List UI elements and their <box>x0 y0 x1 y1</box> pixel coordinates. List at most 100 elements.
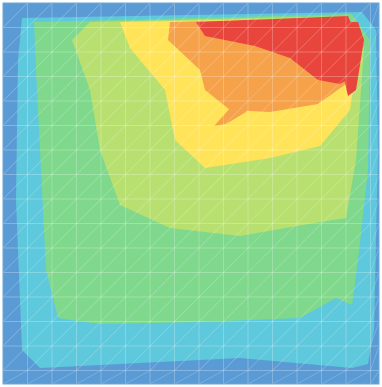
mesh-diagonal-66 <box>100 51 126 77</box>
mesh-diagonal-227 <box>345 76 371 102</box>
mesh-diagonal-250 <box>370 247 380 273</box>
mesh-diagonal-95 <box>125 370 151 385</box>
mesh-diagonal-1 <box>2 27 28 53</box>
mesh-diagonal-189 <box>272 321 298 347</box>
mesh-diagonal-180 <box>272 100 298 126</box>
mesh-diagonal-129 <box>198 27 224 53</box>
mesh-diagonal-102 <box>149 149 175 175</box>
mesh-diagonal-100 <box>149 100 175 126</box>
mesh-diagonal-11 <box>2 272 28 298</box>
mesh-diagonal-149 <box>223 125 249 151</box>
mesh-diagonal-230 <box>345 149 371 175</box>
mesh-diagonal-146 <box>223 51 249 77</box>
mesh-diagonal-18 <box>27 51 53 77</box>
mesh-diagonal-108 <box>149 296 175 322</box>
mesh-diagonal-130 <box>198 51 224 77</box>
mesh-diagonal-199 <box>296 174 322 200</box>
mesh-diagonal-82 <box>125 51 151 77</box>
mesh-diagonal-191 <box>272 370 298 385</box>
mesh-diagonal-4 <box>2 100 28 126</box>
mesh-diagonal-26 <box>27 247 53 273</box>
mesh-diagonal-10 <box>2 247 28 273</box>
mesh-diagonal-105 <box>149 223 175 249</box>
mesh-diagonal-61 <box>76 321 102 347</box>
mesh-diagonal-75 <box>100 272 126 298</box>
contour-fills <box>3 3 379 384</box>
mesh-diagonal-17 <box>27 27 53 53</box>
mesh-diagonal-20 <box>27 100 53 126</box>
mesh-diagonal-225 <box>345 27 371 53</box>
mesh-diagonal-138 <box>198 247 224 273</box>
mesh-diagonal-56 <box>76 198 102 224</box>
mesh-diagonal-76 <box>100 296 126 322</box>
mesh-diagonal-143 <box>198 370 224 385</box>
mesh-diagonal-182 <box>272 149 298 175</box>
mesh-diagonal-31 <box>27 370 53 385</box>
mesh-diagonal-81 <box>125 27 151 53</box>
mesh-diagonal-83 <box>125 76 151 102</box>
mesh-diagonal-173 <box>247 321 273 347</box>
mesh-diagonal-128 <box>198 2 224 28</box>
mesh-diagonal-103 <box>149 174 175 200</box>
mesh-diagonal-40 <box>51 198 77 224</box>
mesh-diagonal-186 <box>272 247 298 273</box>
mesh-diagonal-154 <box>223 247 249 273</box>
mesh-diagonal-0 <box>2 2 28 28</box>
mesh-diagonal-70 <box>100 149 126 175</box>
mesh-diagonal-248 <box>370 198 380 224</box>
mesh-diagonal-88 <box>125 198 151 224</box>
mesh-diagonal-216 <box>321 198 347 224</box>
mesh-diagonal-249 <box>370 223 380 249</box>
mesh-diagonal-69 <box>100 125 126 151</box>
mesh-diagonal-36 <box>51 100 77 126</box>
mesh-diagonal-58 <box>76 247 102 273</box>
mesh-diagonal-169 <box>247 223 273 249</box>
mesh-diagonal-89 <box>125 223 151 249</box>
mesh-diagonal-206 <box>296 345 322 371</box>
mesh-diagonal-27 <box>27 272 53 298</box>
mesh-diagonal-170 <box>247 247 273 273</box>
mesh-diagonal-47 <box>51 370 77 385</box>
mesh-diagonal-226 <box>345 51 371 77</box>
mesh-diagonal-246 <box>370 149 380 175</box>
mesh-diagonal-214 <box>321 149 347 175</box>
mesh-diagonal-48 <box>76 2 102 28</box>
mesh-diagonal-160 <box>247 2 273 28</box>
contour-level-5-island <box>214 102 250 126</box>
mesh-diagonal-19 <box>27 76 53 102</box>
mesh-diagonal-141 <box>198 321 224 347</box>
mesh-diagonal-185 <box>272 223 298 249</box>
mesh-diagonal-192 <box>296 2 322 28</box>
mesh-diagonal-84 <box>125 100 151 126</box>
mesh-diagonal-8 <box>2 198 28 224</box>
mesh-diagonal-39 <box>51 174 77 200</box>
contour-level-6-edge <box>340 22 364 96</box>
mesh-diagonal-204 <box>296 296 322 322</box>
mesh-diagonal-134 <box>198 149 224 175</box>
mesh-diagonal-236 <box>345 296 371 322</box>
mesh-diagonal-229 <box>345 125 371 151</box>
mesh-diagonal-9 <box>2 223 28 249</box>
mesh-diagonal-67 <box>100 76 126 102</box>
mesh-diagonal-65 <box>100 27 126 53</box>
mesh-diagonal-181 <box>272 125 298 151</box>
mesh-diagonal-73 <box>100 223 126 249</box>
mesh-diagonal-132 <box>198 100 224 126</box>
mesh-diagonal-217 <box>321 223 347 249</box>
mesh-diagonal-133 <box>198 125 224 151</box>
mesh-diagonal-91 <box>125 272 151 298</box>
mesh-diagonal-14 <box>2 345 28 371</box>
mesh-diagonal-72 <box>100 198 126 224</box>
mesh-diagonal-33 <box>51 27 77 53</box>
mesh-diagonal-240 <box>370 2 380 28</box>
mesh-diagonal-178 <box>272 51 298 77</box>
mesh-diagonal-12 <box>2 296 28 322</box>
mesh-diagonal-57 <box>76 223 102 249</box>
mesh-diagonal-196 <box>296 100 322 126</box>
mesh-diagonal-171 <box>247 272 273 298</box>
mesh-diagonal-92 <box>125 296 151 322</box>
mesh-diagonal-22 <box>27 149 53 175</box>
mesh-diagonal-148 <box>223 100 249 126</box>
mesh-diagonal-71 <box>100 174 126 200</box>
